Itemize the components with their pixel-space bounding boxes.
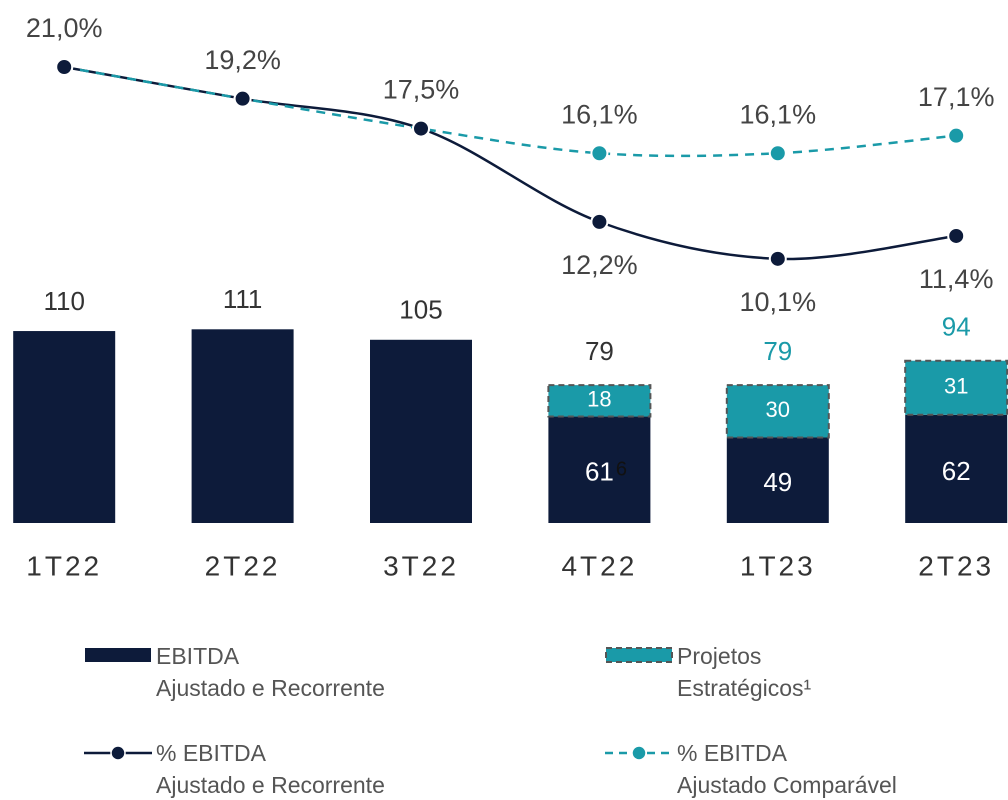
x-tick-label: 2T23 bbox=[918, 550, 994, 581]
bar bbox=[904, 359, 1008, 416]
bar-value-label: 110 bbox=[43, 286, 84, 316]
line bbox=[63, 65, 957, 261]
bar bbox=[726, 437, 829, 523]
bar bbox=[905, 414, 1008, 523]
total-label: 94 bbox=[942, 312, 971, 342]
bar bbox=[13, 331, 116, 523]
line-point bbox=[947, 126, 966, 145]
legend-label: % EBITDA Ajustado Comparável bbox=[677, 740, 897, 798]
line-value-label: 16,1% bbox=[561, 99, 638, 129]
bar-value-label: 61 bbox=[585, 457, 614, 487]
bar bbox=[191, 329, 294, 523]
line-point bbox=[55, 58, 74, 76]
x-tick-label: 3T22 bbox=[383, 550, 459, 581]
legend-label: EBITDA Ajustado e Recorrente bbox=[156, 643, 385, 701]
legend-swatch bbox=[84, 745, 152, 761]
legend-label: Projetos Estratégicos¹ bbox=[677, 643, 812, 701]
line-value-label: 17,1% bbox=[918, 82, 995, 112]
legend-label: % EBITDA Ajustado e Recorrente bbox=[156, 740, 385, 798]
bar-value-label: 105 bbox=[399, 295, 442, 325]
line-point bbox=[412, 119, 430, 138]
line-value-label: 10,1% bbox=[740, 287, 817, 317]
bar-value-label: 49 bbox=[763, 467, 792, 497]
bar bbox=[725, 384, 830, 439]
x-tick-label: 1T22 bbox=[26, 550, 102, 581]
bar-value-label: 18 bbox=[587, 387, 611, 412]
line-value-label: 19,2% bbox=[204, 45, 281, 75]
bar bbox=[370, 339, 472, 523]
line-value-label: 17,5% bbox=[383, 75, 460, 105]
line-point bbox=[947, 226, 966, 245]
line-value-label: 12,2% bbox=[561, 250, 638, 280]
line-point bbox=[590, 212, 609, 231]
bar bbox=[547, 384, 652, 418]
line-value-label: 21,0% bbox=[26, 13, 103, 43]
legend-swatch bbox=[605, 647, 673, 663]
legend-swatch-box bbox=[605, 647, 673, 663]
bar-value-label: 111 bbox=[223, 284, 263, 314]
total-label: 79 bbox=[585, 336, 614, 366]
line-point bbox=[768, 144, 787, 163]
x-tick-label: 4T22 bbox=[561, 550, 637, 581]
bar-value-label: 31 bbox=[944, 374, 968, 399]
line bbox=[63, 65, 957, 158]
bar-value-label: 62 bbox=[942, 456, 971, 486]
total-label: 79 bbox=[763, 336, 792, 366]
legend-swatch-dot bbox=[110, 745, 126, 761]
bar-value-label: 30 bbox=[766, 397, 790, 422]
line-value-label: 11,4% bbox=[919, 264, 994, 294]
bar bbox=[548, 416, 651, 523]
x-tick-label: 2T22 bbox=[205, 550, 281, 581]
line-point bbox=[233, 89, 252, 108]
x-tick-label: 1T23 bbox=[740, 550, 816, 581]
legend-swatch bbox=[85, 648, 151, 662]
annotation: 6 bbox=[616, 458, 627, 480]
legend-swatch-dot bbox=[631, 745, 647, 761]
line-value-label: 16,1% bbox=[740, 99, 817, 129]
line-point bbox=[768, 249, 787, 268]
legend-swatch bbox=[605, 745, 673, 761]
legend-swatch-box bbox=[85, 648, 151, 662]
line-point bbox=[590, 144, 609, 163]
